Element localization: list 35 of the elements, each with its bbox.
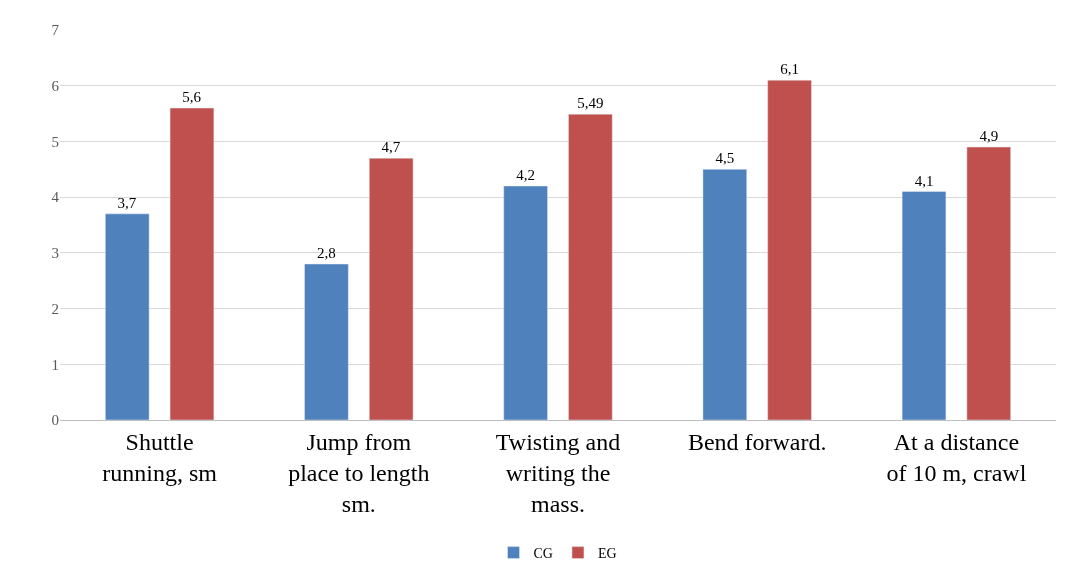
bar — [369, 157, 414, 420]
y-tick-label: 6 — [51, 77, 60, 94]
y-tick-label: 7 — [51, 22, 60, 39]
y-tick-label: 0 — [51, 412, 59, 429]
data-label: 4,2 — [516, 167, 536, 183]
bar — [901, 191, 947, 420]
bar — [966, 146, 1011, 420]
data-label: 2,8 — [317, 245, 336, 261]
y-tick-label: 2 — [51, 300, 59, 317]
bar — [767, 79, 812, 420]
bar — [702, 169, 747, 420]
y-tick-label: 4 — [51, 189, 60, 206]
data-label: 4,7 — [381, 139, 401, 156]
bar — [105, 213, 150, 420]
data-label: 4,5 — [715, 150, 735, 167]
x-tick-label: Jump from place to length sm. — [288, 428, 430, 518]
legend-label: EG — [597, 546, 617, 562]
data-label: 5,49 — [577, 95, 604, 112]
bar — [304, 263, 349, 420]
y-tick-label: 1 — [51, 356, 59, 373]
data-label: 3,7 — [117, 194, 137, 211]
data-label: 4,9 — [979, 128, 999, 144]
data-label: 6,1 — [780, 61, 799, 78]
x-tick-label: Shuttle running, sm — [102, 428, 218, 486]
x-tick-label: At a distance of 10 m, crawl — [886, 428, 1027, 486]
data-label: 4,1 — [914, 172, 934, 189]
bar — [169, 107, 215, 420]
bar — [568, 113, 613, 420]
bar — [503, 185, 548, 420]
x-tick-label: Bend forward. — [687, 428, 827, 455]
x-tick-label: Twisting and writing the mass. — [495, 428, 621, 518]
data-label: 5,6 — [182, 89, 202, 105]
y-tick-label: 5 — [51, 133, 59, 150]
y-tick-label: 3 — [51, 245, 59, 262]
legend-label: CG — [533, 546, 553, 562]
